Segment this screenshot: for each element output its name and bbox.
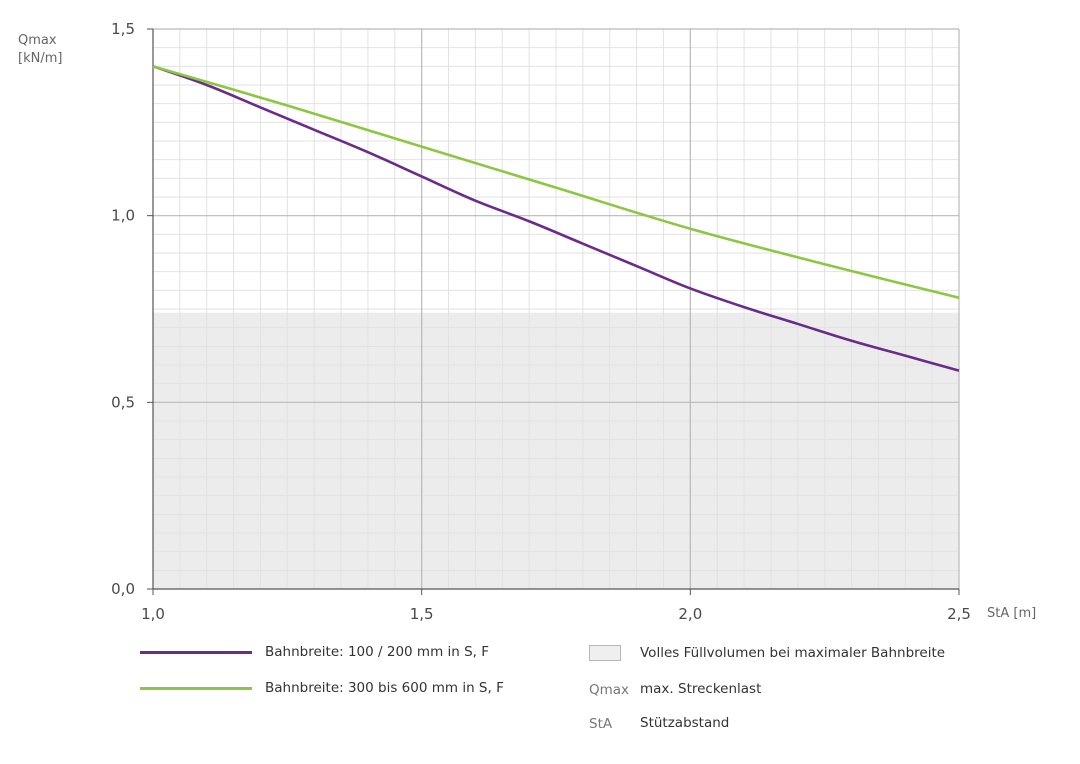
x-tick-label: 2,5 (947, 605, 971, 623)
y-axis-label: Qmax [kN/m] (18, 33, 63, 66)
legend-series1-label: Bahnbreite: 100 / 200 mm in S, F (265, 644, 490, 660)
y-tick-label: 0,0 (111, 580, 135, 598)
legend-area-label: Volles Füllvolumen bei maximaler Bahnbre… (640, 645, 946, 661)
x-tick-label: 2,0 (678, 605, 702, 623)
y-tick-label: 1,0 (111, 207, 135, 225)
legend-abbr-qmax-text: max. Streckenlast (640, 681, 762, 697)
chart-canvas: 0,0 0,5 1,0 1,5 1,0 1,5 2,0 2,5 (111, 20, 971, 623)
x-axis-label: StA [m] (987, 606, 1037, 621)
y-tick-label: 1,5 (111, 20, 135, 38)
legend-series1-line (140, 651, 252, 654)
x-tick-label: 1,0 (141, 605, 165, 623)
legend-abbr-sta-text: Stützabstand (640, 715, 730, 731)
y-tick-label: 0,5 (111, 393, 135, 411)
legend-abbr-qmax-key: Qmax (589, 682, 630, 698)
series-line-2 (152, 65, 960, 300)
legend-abbr-sta-key: StA (589, 716, 613, 732)
series-line-1 (152, 65, 960, 372)
legend-series2-line (140, 687, 252, 690)
legend-series2-label: Bahnbreite: 300 bis 600 mm in S, F (265, 680, 504, 696)
legend-area-swatch (589, 645, 621, 661)
x-tick-label: 1,5 (410, 605, 434, 623)
